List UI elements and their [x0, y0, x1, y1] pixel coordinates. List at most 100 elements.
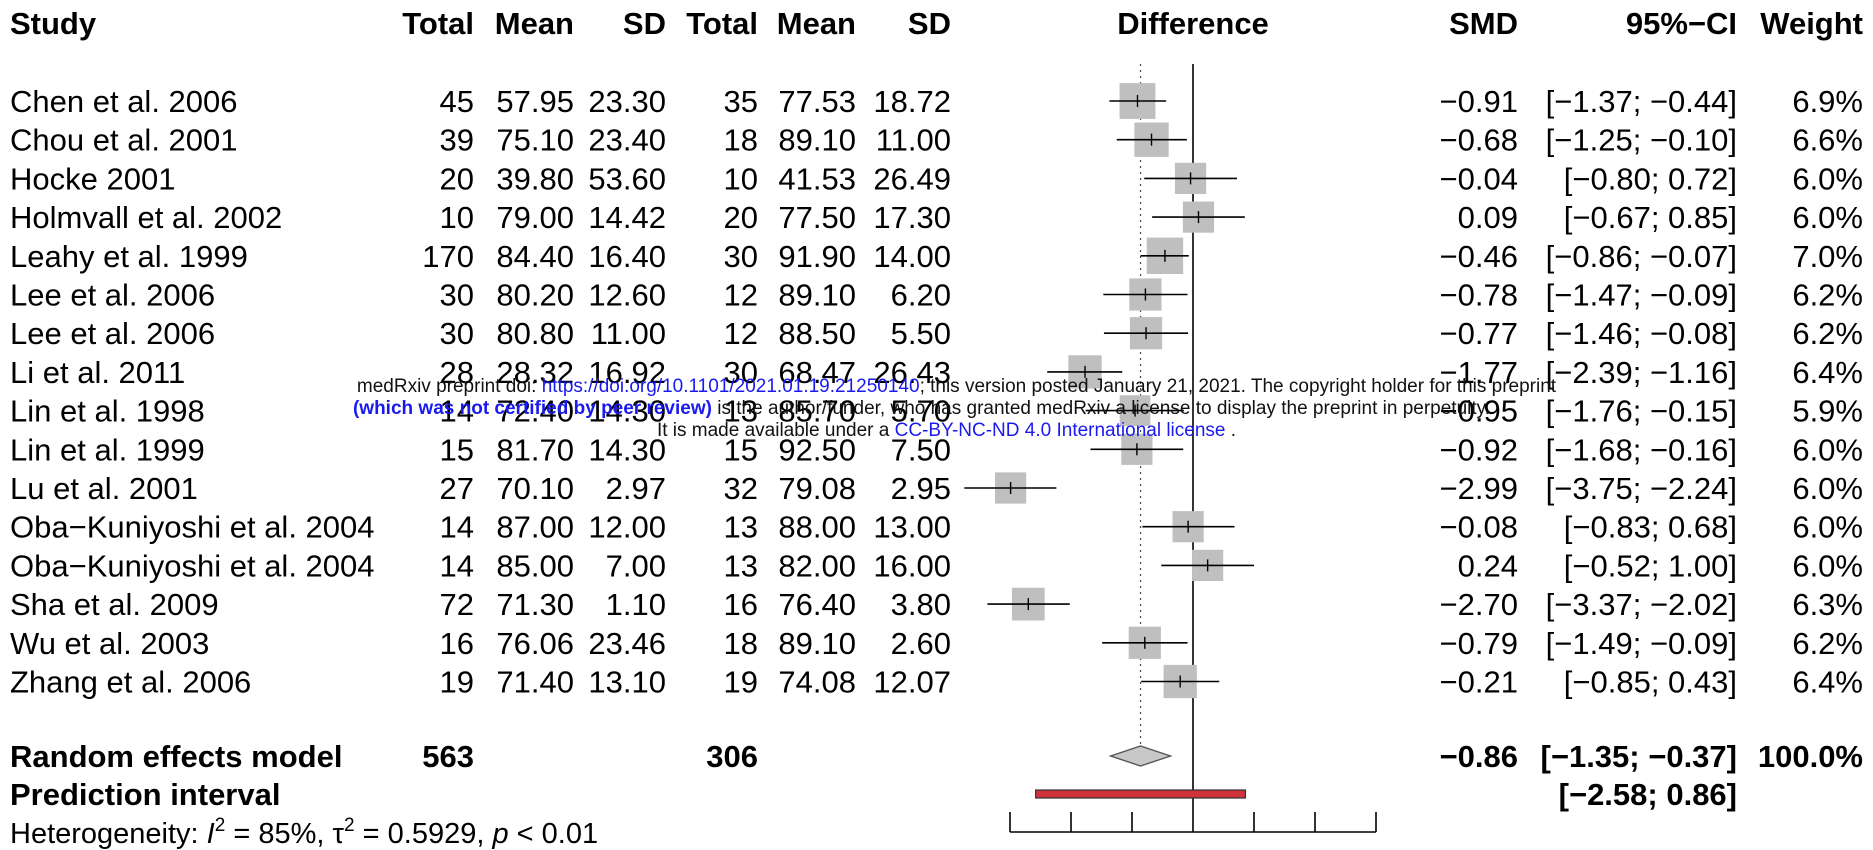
- ci-value: [−1.49; −0.09]: [1546, 626, 1737, 661]
- exp-mean: 57.95: [496, 84, 574, 119]
- ctrl-total: 13: [724, 510, 758, 545]
- exp-sd: 12.00: [588, 510, 666, 545]
- pooled-ctrl-total: 306: [706, 739, 758, 774]
- smd-value: −0.21: [1440, 665, 1518, 700]
- ctrl-sd: 17.30: [873, 200, 951, 235]
- header-study: Study: [10, 6, 97, 41]
- study-row: Leahy et al. 1999 170 84.40 16.40 30 91.90 14.…: [10, 239, 1863, 274]
- ctrl-mean: 82.00: [778, 548, 856, 583]
- header-ctrl-sd: SD: [908, 6, 951, 41]
- weight-value: 6.4%: [1792, 355, 1863, 390]
- study-row: Oba−Kuniyoshi et al. 2004 14 85.00 7.00 13 82…: [10, 548, 1863, 583]
- ctrl-total: 18: [724, 626, 758, 661]
- smd-value: −0.46: [1440, 239, 1518, 274]
- ctrl-total: 32: [724, 471, 758, 506]
- ci-value: [−0.86; −0.07]: [1546, 239, 1737, 274]
- smd-value: −0.77: [1440, 316, 1518, 351]
- preprint-watermark: medRxiv preprint doi: https://doi.org/10…: [0, 376, 1873, 442]
- prediction-ci: [−2.58; 0.86]: [1559, 777, 1737, 812]
- exp-total: 27: [440, 471, 474, 506]
- exp-mean: 85.00: [496, 548, 574, 583]
- smd-value: −0.92: [1440, 432, 1518, 467]
- pooled-ci: [−1.35; −0.37]: [1541, 739, 1737, 774]
- ctrl-sd: 18.72: [873, 84, 951, 119]
- exp-mean: 28.32: [496, 355, 574, 390]
- ci-value: [−1.47; −0.09]: [1546, 278, 1737, 313]
- watermark-line-1-rest: ; this version posted January 21, 2021. …: [919, 376, 1557, 397]
- exp-total: 16: [440, 626, 474, 661]
- exp-sd: 11.00: [591, 316, 666, 351]
- tau-symbol: τ: [333, 818, 345, 850]
- ctrl-sd: 14.00: [873, 239, 951, 274]
- ctrl-mean: 85.70: [778, 394, 856, 429]
- watermark-license-link[interactable]: CC-BY-NC-ND 4.0 International license: [894, 420, 1226, 441]
- exp-sd: 1.10: [606, 587, 666, 622]
- study-row: Lee et al. 2006 30 80.80 11.00 12 88.50 5.50 −0…: [10, 316, 1863, 351]
- ctrl-mean: 88.50: [778, 316, 856, 351]
- ci-value: [−2.39; −1.16]: [1546, 355, 1737, 390]
- ctrl-sd: 5.70: [891, 394, 951, 429]
- ctrl-total: 13: [724, 548, 758, 583]
- ctrl-mean: 41.53: [778, 161, 856, 196]
- exp-mean: 70.10: [496, 471, 574, 506]
- exp-sd: 14.30: [588, 432, 666, 467]
- exp-sd: 14.30: [588, 394, 666, 429]
- exp-total: 14: [440, 394, 474, 429]
- exp-total: 19: [440, 665, 474, 700]
- study-row: Lin et al. 1999 15 81.70 14.30 15 92.50 7.50 −0…: [10, 432, 1863, 467]
- exp-total: 39: [440, 123, 474, 158]
- ctrl-total: 16: [724, 587, 758, 622]
- ctrl-total: 35: [724, 84, 758, 119]
- ctrl-mean: 89.10: [778, 123, 856, 158]
- header-smd: SMD: [1449, 6, 1518, 41]
- exp-sd: 53.60: [588, 161, 666, 196]
- exp-mean: 39.80: [496, 161, 574, 196]
- study-name: Chou et al. 2001: [10, 123, 238, 158]
- watermark-line-2: (which was not certified by peer review)…: [0, 398, 1873, 420]
- exp-total: 14: [440, 510, 474, 545]
- exp-total: 170: [422, 239, 474, 274]
- watermark-peer-review-note: (which was not certified by peer review): [352, 398, 712, 419]
- study-name: Oba−Kuniyoshi et al. 2004: [10, 510, 375, 545]
- tau-superscript: 2: [344, 815, 355, 836]
- pooled-label: Random effects model: [10, 739, 342, 774]
- ctrl-sd: 6.20: [891, 278, 951, 313]
- header-ci: 95%−CI: [1626, 6, 1737, 41]
- study-name: Chen et al. 2006: [10, 84, 238, 119]
- study-name: Leahy et al. 1999: [10, 239, 248, 274]
- ctrl-mean: 77.53: [778, 84, 856, 119]
- exp-total: 20: [440, 161, 474, 196]
- exp-mean: 80.80: [496, 316, 574, 351]
- pooled-smd: −0.86: [1440, 739, 1518, 774]
- ci-value: [−1.25; −0.10]: [1546, 123, 1737, 158]
- ctrl-mean: 74.08: [778, 665, 856, 700]
- ctrl-sd: 26.43: [873, 355, 951, 390]
- study-name: Wu et al. 2003: [10, 626, 209, 661]
- ctrl-mean: 92.50: [778, 432, 856, 467]
- smd-value: −0.08: [1440, 510, 1518, 545]
- weight-value: 5.9%: [1792, 394, 1863, 429]
- ci-value: [−3.75; −2.24]: [1546, 471, 1737, 506]
- ctrl-mean: 88.00: [778, 510, 856, 545]
- exp-mean: 80.20: [496, 278, 574, 313]
- weight-value: 6.4%: [1792, 665, 1863, 700]
- watermark-doi-prefix: medRxiv preprint doi:: [356, 376, 542, 397]
- summary-rows: Random effects model 563 306 −0.86 [−1.35; −…: [10, 739, 1863, 812]
- weight-value: 6.2%: [1792, 316, 1863, 351]
- smd-value: 0.09: [1458, 200, 1518, 235]
- ctrl-mean: 89.10: [778, 626, 856, 661]
- exp-sd: 2.97: [606, 471, 666, 506]
- smd-value: −0.91: [1440, 84, 1518, 119]
- ctrl-sd: 26.49: [873, 161, 951, 196]
- watermark-doi-link[interactable]: https://doi.org/10.1101/2021.01.19.21250…: [541, 376, 920, 397]
- watermark-line-1: medRxiv preprint doi: https://doi.org/10…: [40, 376, 1873, 398]
- column-headers: Study Total Mean SD Total Mean SD Differ…: [10, 6, 1863, 41]
- smd-value: −0.79: [1440, 626, 1518, 661]
- ctrl-total: 13: [724, 394, 758, 429]
- plot-area: [964, 64, 1377, 833]
- study-row: Sha et al. 2009 72 71.30 1.10 16 76.40 3.80 −2.…: [10, 587, 1863, 622]
- exp-mean: 87.00: [496, 510, 574, 545]
- ci-value: [−0.85; 0.43]: [1564, 665, 1737, 700]
- ctrl-sd: 2.95: [891, 471, 951, 506]
